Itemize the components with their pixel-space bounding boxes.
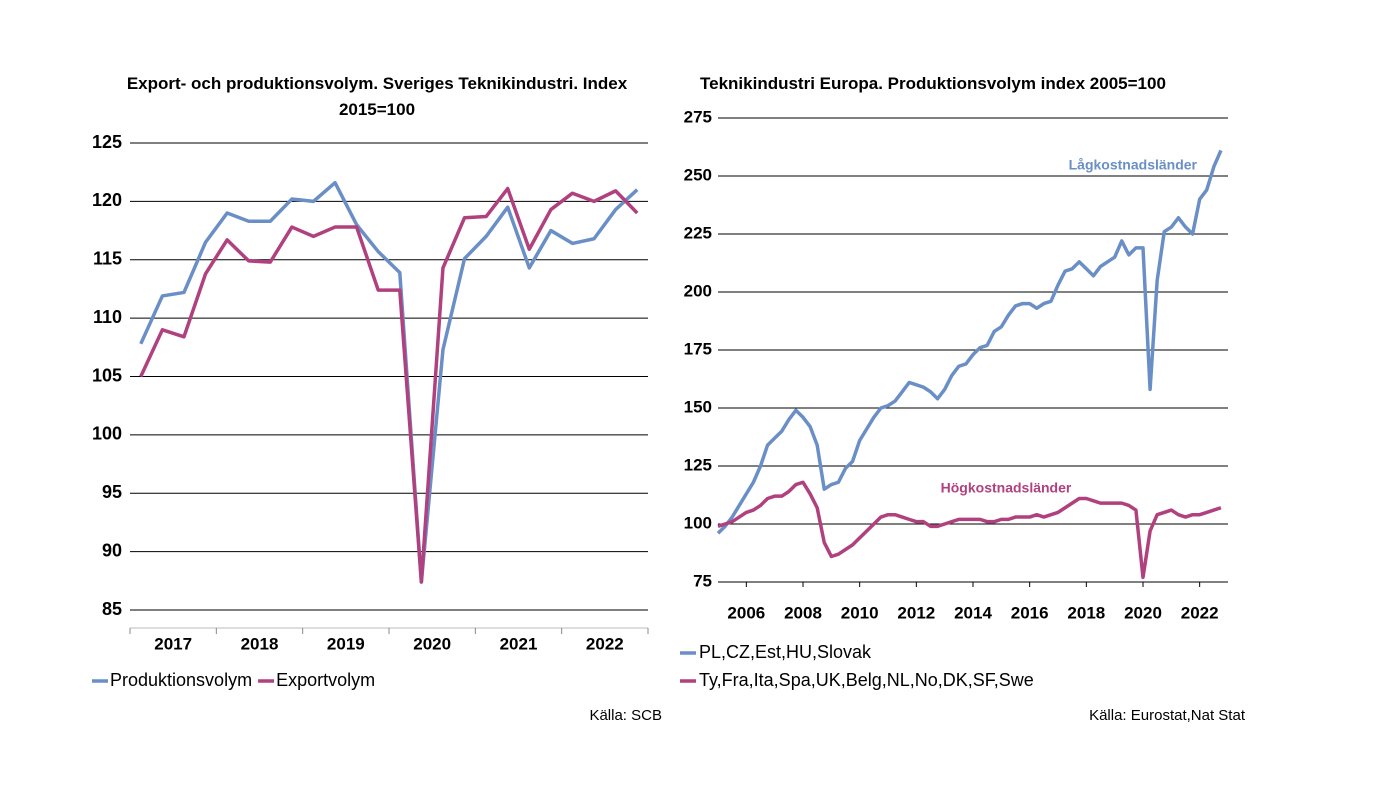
- series-line: [717, 480, 1222, 580]
- legend-label: Produktionsvolym: [110, 670, 252, 690]
- series-line: [139, 186, 639, 584]
- series-line: [139, 180, 639, 584]
- source: Källa: SCB: [589, 707, 662, 724]
- y-tick-label: 125: [684, 455, 712, 474]
- y-tick-label: 75: [693, 571, 712, 590]
- x-tick-label: 2006: [727, 603, 765, 622]
- x-group-label: 2018: [241, 634, 279, 653]
- series-line: [716, 149, 1223, 535]
- annotation: Högkostnadsländer: [941, 480, 1072, 496]
- y-tick-label: 100: [684, 513, 712, 532]
- x-tick-label: 2014: [954, 603, 992, 622]
- x-tick-label: 2022: [1181, 603, 1219, 622]
- x-group-label: 2017: [154, 634, 192, 653]
- x-group-label: 2020: [413, 634, 451, 653]
- y-tick-label: 250: [684, 165, 712, 184]
- y-tick-label: 85: [102, 599, 122, 619]
- y-tick-label: 175: [684, 339, 712, 358]
- y-tick-label: 90: [102, 540, 122, 560]
- x-group-label: 2019: [327, 634, 365, 653]
- x-tick-label: 2016: [1011, 603, 1049, 622]
- legend-label: Ty,Fra,Ita,Spa,UK,Belg,NL,No,DK,SF,Swe: [699, 670, 1034, 690]
- x-group-label: 2022: [586, 634, 624, 653]
- x-tick-label: 2012: [897, 603, 935, 622]
- y-tick-label: 125: [92, 132, 122, 152]
- source: Källa: Eurostat,Nat Stat: [1089, 707, 1246, 724]
- legend-label: PL,CZ,Est,HU,Slovak: [699, 642, 872, 662]
- y-tick-label: 110: [93, 307, 122, 327]
- x-tick-label: 2020: [1124, 603, 1162, 622]
- y-tick-label: 120: [92, 190, 122, 210]
- y-tick-label: 150: [684, 397, 712, 416]
- y-tick-label: 200: [684, 281, 712, 300]
- legend-label: Exportvolym: [276, 670, 375, 690]
- x-tick-label: 2018: [1067, 603, 1105, 622]
- x-tick-label: 2008: [784, 603, 822, 622]
- chart-title: Teknikindustri Europa. Produktionsvolym …: [700, 74, 1166, 93]
- chart-title: Export- och produktionsvolym. Sveriges T…: [126, 74, 628, 119]
- y-tick-label: 225: [684, 223, 712, 242]
- y-tick-label: 100: [92, 424, 122, 444]
- y-tick-label: 115: [93, 249, 122, 269]
- x-tick-label: 2010: [841, 603, 879, 622]
- y-tick-label: 275: [684, 107, 712, 126]
- x-group-label: 2021: [500, 634, 538, 653]
- y-tick-label: 95: [102, 482, 122, 502]
- annotation: Lågkostnadsländer: [1069, 157, 1198, 173]
- y-tick-label: 105: [92, 365, 122, 385]
